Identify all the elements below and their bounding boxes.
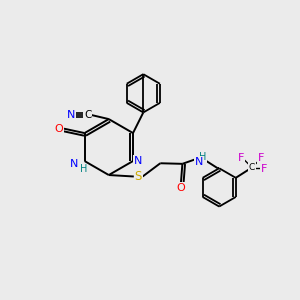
Text: N: N <box>134 156 142 166</box>
Text: H: H <box>199 152 206 162</box>
Text: N: N <box>195 157 203 167</box>
Text: H: H <box>80 164 88 174</box>
Text: F: F <box>261 164 268 174</box>
Text: O: O <box>54 124 63 134</box>
Text: N: N <box>70 159 78 169</box>
Text: N: N <box>67 110 76 120</box>
Text: S: S <box>134 170 142 183</box>
Text: O: O <box>176 183 185 193</box>
Text: F: F <box>258 153 265 163</box>
Text: C: C <box>84 110 91 120</box>
Text: C: C <box>249 163 255 172</box>
Text: F: F <box>238 153 244 163</box>
